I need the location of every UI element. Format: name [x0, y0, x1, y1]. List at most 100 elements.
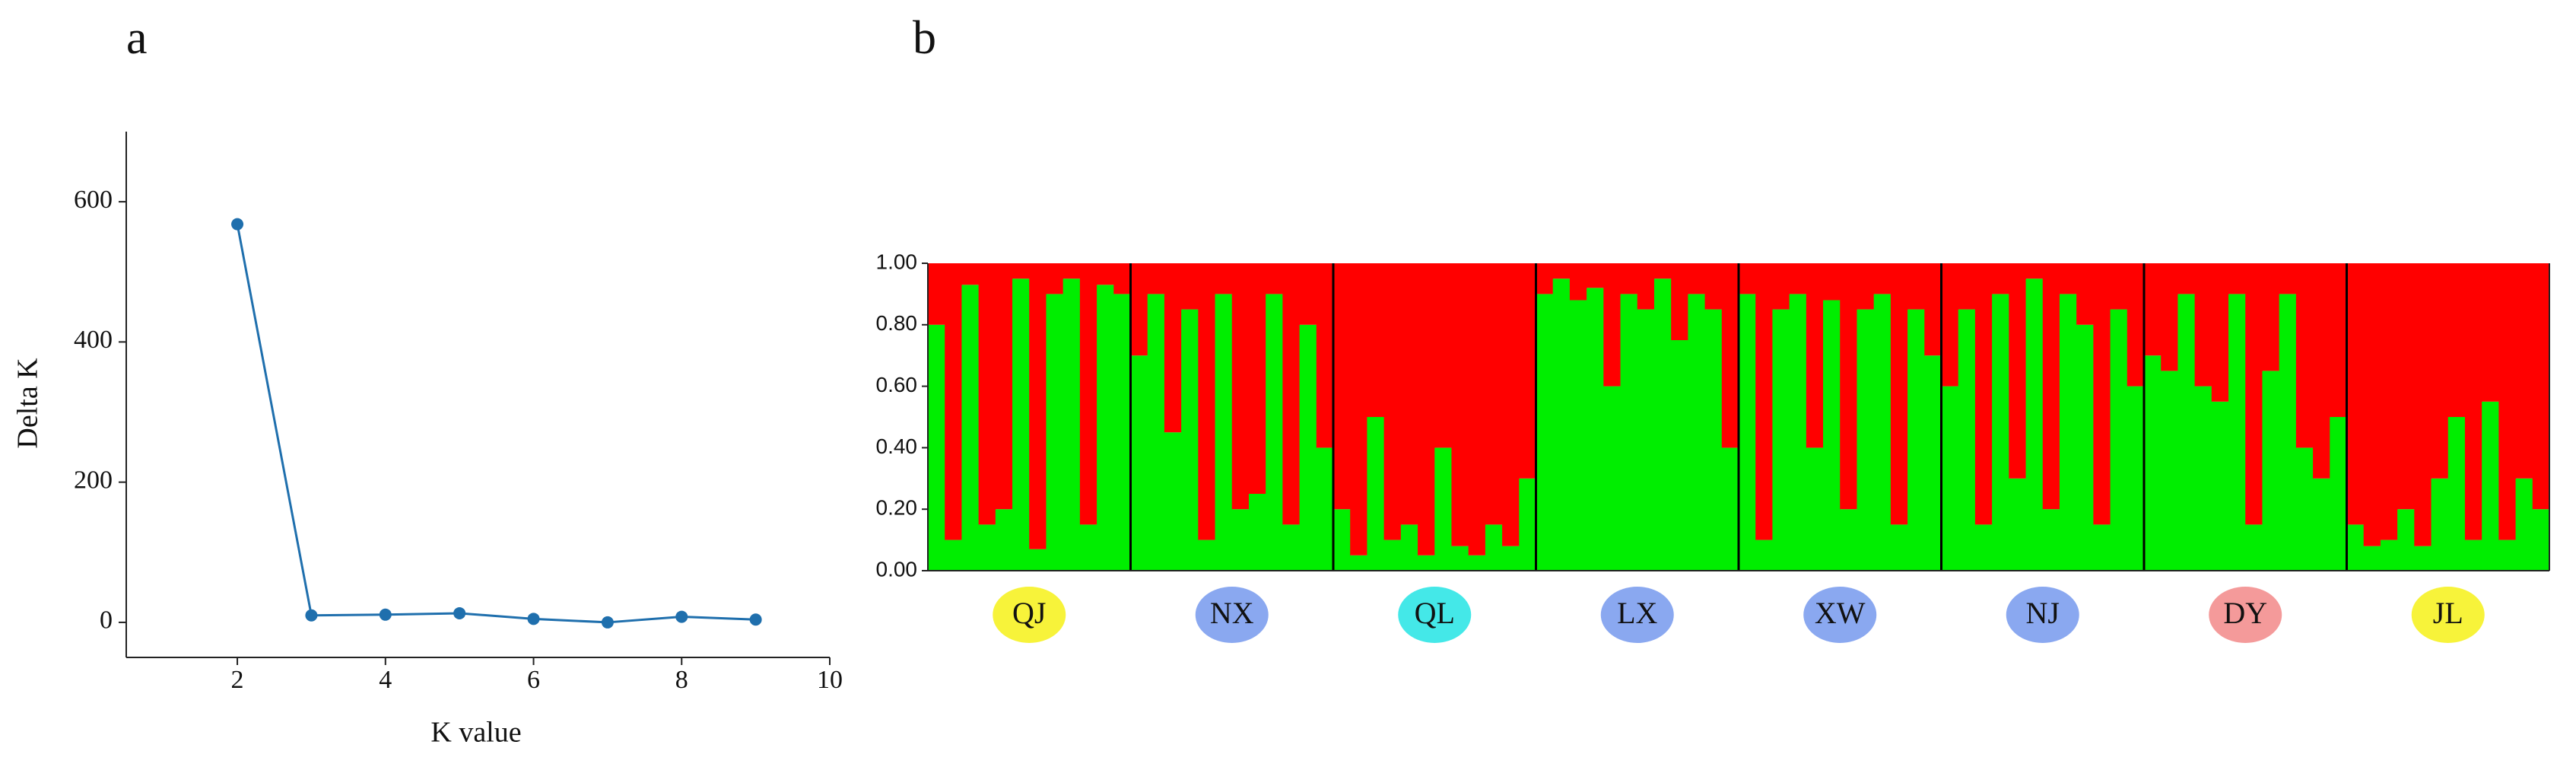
admixture-bar [1130, 355, 1148, 571]
group-badge [1803, 587, 1877, 643]
data-point [231, 218, 244, 231]
y-tick-label: 400 [74, 326, 113, 354]
admixture-bar [1400, 524, 1418, 571]
admixture-bar [2482, 263, 2499, 402]
admixture-bar [2025, 278, 2044, 571]
x-axis-title: K value [430, 717, 521, 749]
admixture-bar [2498, 263, 2517, 540]
admixture-bar [1620, 294, 1638, 571]
admixture-bar [2279, 294, 2297, 571]
admixture-bar [1840, 263, 1858, 510]
admixture-bar [1299, 263, 1317, 325]
admixture-bar [2228, 294, 2246, 571]
group-label: NX [1210, 596, 1254, 630]
admixture-bar [995, 509, 1013, 571]
admixture-bar [1519, 263, 1537, 479]
y-tick-label: 1.00 [876, 250, 918, 273]
admixture-bar [2262, 371, 2280, 571]
group-label: QL [1415, 596, 1455, 630]
admixture-bar [2498, 539, 2517, 571]
admixture-bar [2025, 263, 2044, 279]
admixture-bar [2161, 263, 2179, 371]
admixture-bar [2330, 263, 2348, 417]
admixture-bar [1468, 555, 1486, 571]
admixture-bar [2363, 263, 2381, 546]
admixture-bar [1164, 432, 1182, 571]
group-badge [2006, 587, 2079, 643]
admixture-bar [1215, 294, 1233, 571]
data-point [379, 608, 392, 621]
admixture-bar [1350, 263, 1368, 555]
admixture-bar [1806, 447, 1824, 571]
admixture-bar [1215, 263, 1233, 294]
admixture-bar [1468, 263, 1486, 555]
admixture-bar [2295, 447, 2314, 571]
admixture-bar [2093, 524, 2111, 571]
admixture-bar [1248, 494, 1266, 571]
admixture-bar [1857, 263, 1875, 310]
data-point [675, 610, 688, 623]
admixture-bar [1164, 263, 1182, 433]
admixture-bar [2414, 546, 2432, 571]
group-label: LX [1617, 596, 1657, 630]
admixture-bar [1383, 539, 1402, 571]
admixture-bar [1113, 263, 1132, 294]
group-badge [2209, 587, 2282, 643]
admixture-bar [2093, 263, 2111, 525]
admixture-bar [1789, 263, 1807, 294]
admixture-bar [2363, 546, 2381, 571]
y-axis-title: Delta K [12, 358, 44, 449]
admixture-bar [1941, 386, 1959, 571]
admixture-bar [1316, 447, 1334, 571]
x-tick-label: 10 [817, 666, 843, 694]
x-tick-label: 4 [379, 666, 392, 694]
group-label: XW [1815, 596, 1866, 630]
admixture-bar [1587, 263, 1604, 288]
admixture-bar [2245, 263, 2263, 525]
admixture-bar [1941, 263, 1959, 387]
admixture-bar [1282, 524, 1301, 571]
admixture-bar [1062, 263, 1081, 279]
admixture-bar [945, 263, 963, 540]
panel-label: b [913, 12, 936, 64]
admixture-bar [945, 539, 963, 571]
admixture-bar [2532, 509, 2550, 571]
admixture-bar [978, 263, 996, 525]
admixture-bar [1992, 294, 2009, 571]
admixture-bar [1451, 263, 1469, 546]
admixture-bar [1536, 294, 1554, 571]
admixture-bar [2515, 478, 2533, 571]
group-badge [1398, 587, 1472, 643]
admixture-bar [1958, 309, 1976, 571]
admixture-bar [1974, 524, 1993, 571]
admixture-bar [1755, 263, 1774, 540]
admixture-bar [1316, 263, 1334, 448]
admixture-bar [2431, 478, 2449, 571]
admixture-bar [2059, 294, 2077, 571]
admixture-bar [1958, 263, 1976, 310]
admixture-bar [1671, 263, 1688, 340]
admixture-bar [1704, 263, 1723, 310]
group-label: NJ [2026, 596, 2060, 630]
y-tick-label: 0.20 [876, 496, 918, 520]
group-badge [1600, 587, 1674, 643]
admixture-bar [1079, 524, 1097, 571]
admixture-bar [2127, 386, 2145, 571]
data-point [527, 613, 540, 625]
admixture-bar [2076, 324, 2094, 571]
admixture-bar [1671, 340, 1688, 571]
admixture-bar [2313, 478, 2330, 571]
admixture-bar [1907, 309, 1925, 571]
admixture-bar [2447, 263, 2466, 417]
admixture-bar [1418, 555, 1435, 571]
data-point [305, 609, 318, 622]
admixture-bar [1823, 300, 1841, 571]
admixture-bar [1113, 294, 1132, 571]
admixture-bar [1147, 294, 1165, 571]
admixture-bar [2127, 263, 2145, 387]
admixture-bar [1890, 263, 1908, 525]
admixture-bar [1688, 294, 1706, 571]
admixture-bar [1266, 263, 1283, 294]
y-tick-label: 0.80 [876, 311, 918, 335]
